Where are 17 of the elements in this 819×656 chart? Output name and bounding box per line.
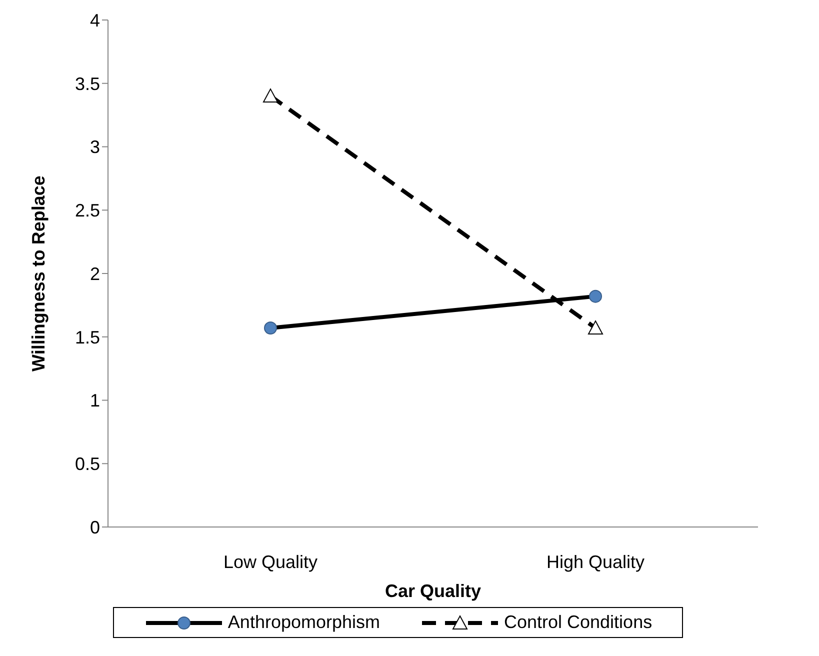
legend-label: Control Conditions <box>504 612 652 633</box>
y-tick-label: 2 <box>90 264 100 284</box>
y-tick-label: 4 <box>90 10 100 30</box>
y-tick-label: 0 <box>90 517 100 538</box>
y-tick-label: 0.5 <box>74 454 100 474</box>
legend-label: Anthropomorphism <box>228 612 380 633</box>
y-tick-label: 1 <box>90 390 100 411</box>
point <box>264 322 277 335</box>
y-axis-title: Willingness to Replace <box>28 176 48 372</box>
y-tick-label: 3 <box>90 137 100 158</box>
x-axis-title: Car Quality <box>384 581 482 601</box>
y-tick-label: 2.5 <box>74 200 100 221</box>
point <box>589 290 602 303</box>
x-tick-label: Low Quality <box>223 552 318 572</box>
y-tick-label: 3.5 <box>74 74 100 94</box>
x-tick-label: High Quality <box>546 552 645 572</box>
y-tick-label: 1.5 <box>74 327 100 348</box>
